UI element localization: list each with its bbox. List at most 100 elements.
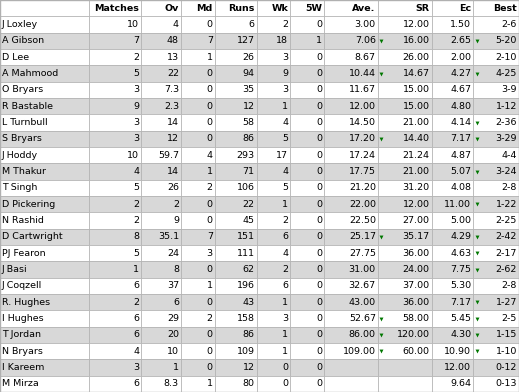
Bar [256,0,290,16]
Text: 6: 6 [173,298,179,307]
Text: 12.00: 12.00 [403,200,430,209]
Bar [256,343,290,359]
Text: 0: 0 [316,53,322,62]
Bar [89,278,141,294]
Bar [0,98,89,114]
Text: 0: 0 [316,167,322,176]
Bar [290,147,324,163]
Text: 12.00: 12.00 [349,102,376,111]
Text: 4: 4 [207,151,213,160]
Text: Best: Best [493,4,517,13]
Bar [324,180,378,196]
Text: 86: 86 [242,134,254,143]
Text: 3: 3 [282,314,289,323]
Text: 5.00: 5.00 [450,216,471,225]
Text: 4: 4 [173,20,179,29]
Text: 3: 3 [133,118,139,127]
Bar [141,163,181,180]
Bar [141,0,181,16]
Bar [378,376,431,392]
Text: 10: 10 [127,20,139,29]
Bar [215,131,256,147]
Bar [89,180,141,196]
Text: 2-25: 2-25 [496,216,517,225]
Text: 109.00: 109.00 [343,347,376,356]
Text: 71: 71 [242,167,254,176]
Text: 1: 1 [282,298,289,307]
Text: 9: 9 [133,102,139,111]
Text: 5: 5 [282,134,289,143]
Bar [378,0,431,16]
Bar [215,278,256,294]
Text: 16.00: 16.00 [403,36,430,45]
Text: 4.14: 4.14 [450,118,471,127]
Bar [0,327,89,343]
Text: 0: 0 [207,20,213,29]
Bar [89,33,141,49]
Bar [378,245,431,261]
Bar [473,0,519,16]
Bar [473,49,519,65]
Text: 31.20: 31.20 [402,183,430,192]
Text: I Hughes: I Hughes [2,314,44,323]
Text: 22.00: 22.00 [349,200,376,209]
Text: 0: 0 [207,118,213,127]
Bar [256,310,290,327]
Text: 196: 196 [237,281,254,290]
Text: 58.00: 58.00 [403,314,430,323]
Bar [324,310,378,327]
Bar [89,212,141,229]
Bar [89,163,141,180]
Bar [431,180,473,196]
Text: I Kareem: I Kareem [2,363,45,372]
Bar [431,147,473,163]
Text: 0: 0 [316,216,322,225]
Bar [431,196,473,212]
Bar [324,261,378,278]
Bar [0,65,89,82]
Bar [141,376,181,392]
Bar [141,82,181,98]
Text: 3: 3 [207,249,213,258]
Bar [141,310,181,327]
Bar [378,359,431,376]
Bar [473,33,519,49]
Bar [290,310,324,327]
Text: 6: 6 [249,20,254,29]
Text: 2: 2 [173,200,179,209]
Text: 3-29: 3-29 [496,134,517,143]
Text: Matches: Matches [94,4,139,13]
Text: 1: 1 [173,363,179,372]
Bar [141,98,181,114]
Bar [89,131,141,147]
Bar [473,376,519,392]
Bar [256,33,290,49]
Bar [431,294,473,310]
Bar [0,310,89,327]
Text: 7: 7 [207,232,213,241]
Text: 0: 0 [316,102,322,111]
Text: 1: 1 [282,347,289,356]
Text: S Bryars: S Bryars [2,134,42,143]
Text: 1-10: 1-10 [496,347,517,356]
Bar [378,212,431,229]
Text: 37.00: 37.00 [402,281,430,290]
Text: 0: 0 [316,134,322,143]
Bar [89,359,141,376]
Bar [290,278,324,294]
Text: 37: 37 [167,281,179,290]
Bar [431,163,473,180]
Text: 4-25: 4-25 [496,69,517,78]
Text: 14: 14 [167,167,179,176]
Bar [378,65,431,82]
Text: 5.45: 5.45 [450,314,471,323]
Text: 21.24: 21.24 [403,151,430,160]
Text: 22: 22 [167,69,179,78]
Text: 0: 0 [316,183,322,192]
Text: T Jordan: T Jordan [2,330,41,339]
Bar [324,359,378,376]
Text: 4.29: 4.29 [450,232,471,241]
Text: 0: 0 [282,379,289,388]
Bar [0,376,89,392]
Bar [378,33,431,49]
